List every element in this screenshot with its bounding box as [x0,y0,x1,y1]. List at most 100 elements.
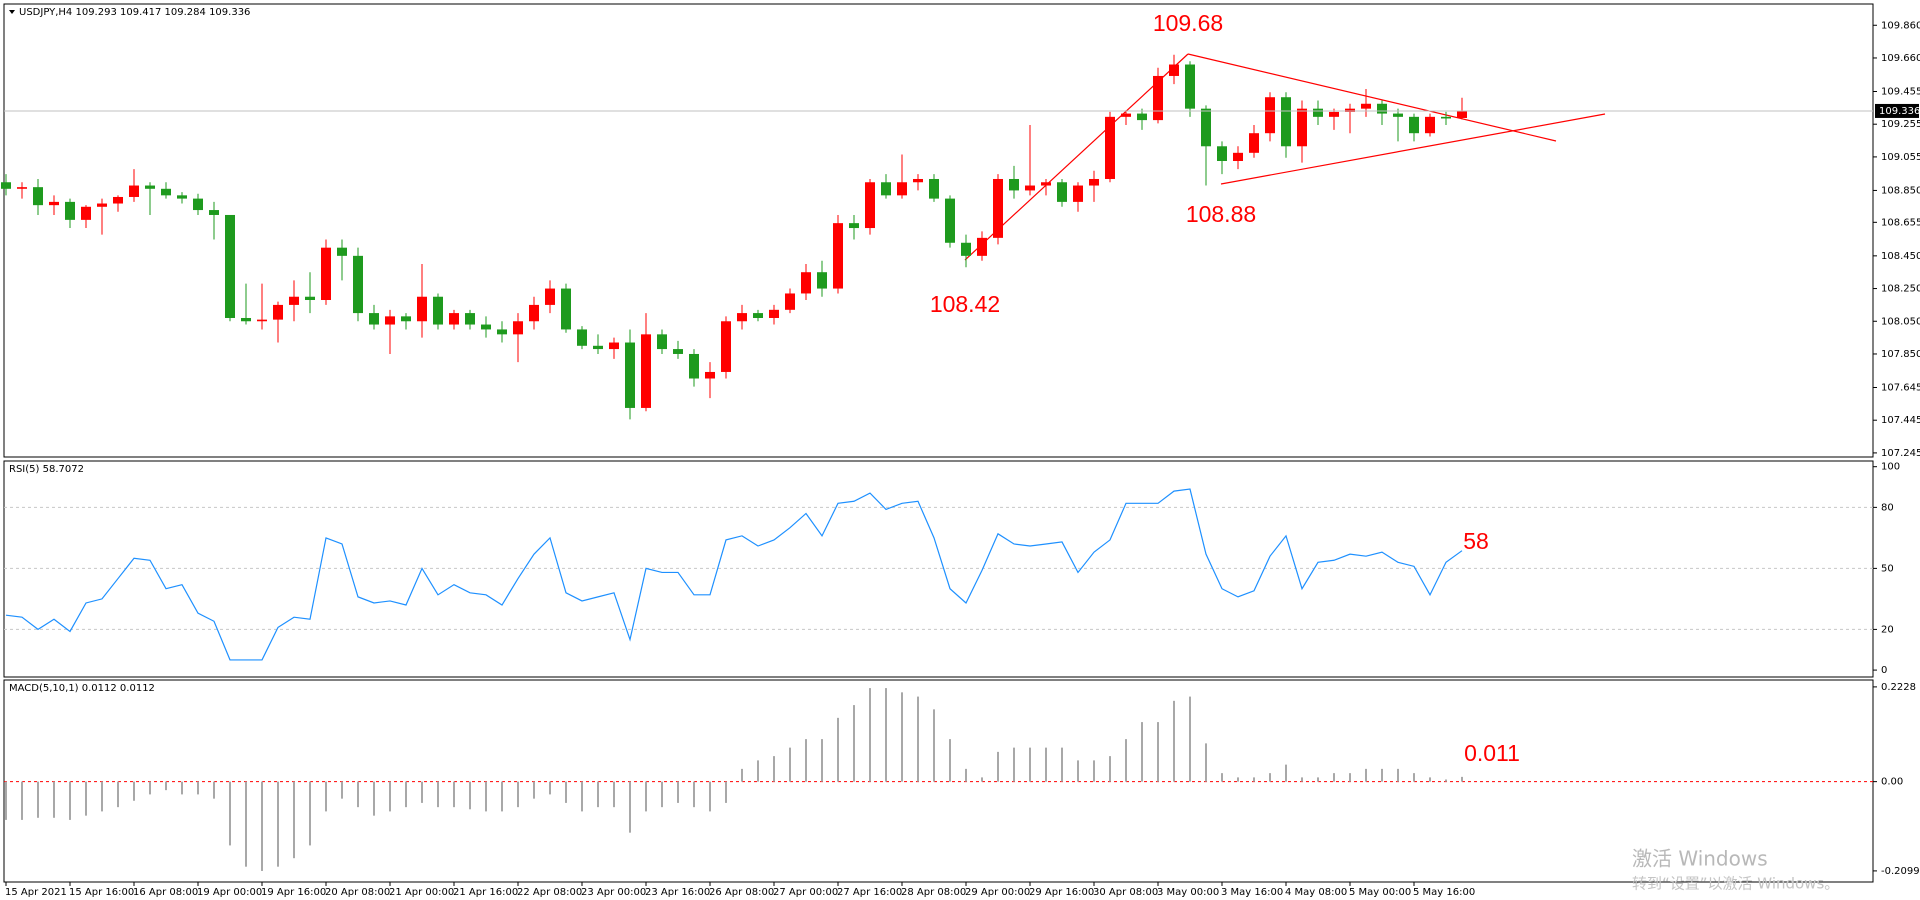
candle-body [49,201,59,206]
candle-body [305,296,315,301]
candle-body [769,309,779,318]
candle-body [1089,178,1099,186]
candle-body [1345,108,1355,112]
candle-body [1217,146,1227,161]
y-tick-label: 108.050 [1881,316,1920,327]
x-tick-label: 15 Apr 16:00 [69,887,134,898]
x-tick-label: 29 Apr 00:00 [965,887,1030,898]
x-tick-label: 5 May 00:00 [1349,887,1411,898]
candle-body [1377,103,1387,114]
candle-body [241,317,251,322]
y-tick-label: 100 [1881,462,1900,473]
candle-body [273,304,283,320]
candle-body [1361,103,1371,109]
y-tick-label: 109.455 [1881,86,1920,97]
menu-triangle[interactable] [9,10,15,14]
candle-body [289,296,299,305]
annotation: 58 [1463,528,1489,554]
candle-body [673,349,683,354]
y-tick-label: 109.660 [1881,53,1920,64]
annotation: 109.68 [1153,10,1223,36]
x-tick-label: 26 Apr 08:00 [709,887,774,898]
candle-body [1,182,11,189]
candle-body [369,313,379,325]
watermark: 转到“设置”以激活 Windows。 [1632,875,1839,893]
y-tick-label: -0.2099 [1881,866,1920,877]
candle-body [17,187,27,189]
candle-body [689,353,699,379]
x-tick-label: 15 Apr 2021 [5,887,67,898]
candle-body [977,237,987,256]
watermark: 激活 Windows [1632,847,1768,871]
candle-body [529,304,539,322]
candle-body [1057,182,1067,202]
candle-body [881,182,891,196]
candle-body [193,198,203,211]
x-tick-label: 22 Apr 08:00 [517,887,582,898]
trendline [1220,113,1606,185]
candle-body [993,178,1003,238]
candle-body [1393,113,1403,117]
candle-body [1153,75,1163,121]
x-tick-label: 21 Apr 16:00 [453,887,518,898]
x-tick-label: 3 May 00:00 [1157,887,1219,898]
y-tick-label: 107.850 [1881,349,1920,360]
y-tick-label: 0.00 [1881,777,1903,788]
x-tick-label: 28 Apr 08:00 [901,887,966,898]
x-tick-label: 23 Apr 00:00 [581,887,646,898]
y-tick-label: 0 [1881,665,1887,676]
x-tick-label: 5 May 16:00 [1413,887,1475,898]
x-tick-label: 30 Apr 08:00 [1093,887,1158,898]
candle-body [1041,182,1051,186]
candle-body [497,329,507,335]
candle-body [913,178,923,183]
candle-body [417,296,427,322]
x-tick-label: 3 May 16:00 [1221,887,1283,898]
candle-body [1409,116,1419,134]
x-tick-label: 27 Apr 16:00 [837,887,902,898]
rsi-line [5,488,1463,661]
candle-body [1137,113,1147,121]
y-tick-label: 109.255 [1881,119,1920,130]
candle-body [1121,113,1131,117]
candle-body [449,313,459,325]
candle-body [177,195,187,199]
y-tick-label: 80 [1881,502,1894,513]
candle-body [545,288,555,305]
candle-body [161,188,171,196]
candle-body [721,321,731,372]
candle-body [785,293,795,310]
main-pane [3,3,1874,458]
x-tick-label: 20 Apr 08:00 [325,887,390,898]
candle-body [1313,108,1323,117]
rsi-pane [3,460,1874,678]
candle-body [513,321,523,335]
y-tick-label: 107.645 [1881,382,1920,393]
candle-body [961,242,971,256]
x-tick-label: 19 Apr 00:00 [197,887,262,898]
x-tick-label: 29 Apr 16:00 [1029,887,1094,898]
candle-body [1233,152,1243,161]
candle-body [609,342,619,350]
candle-body [1185,64,1195,109]
candle-body [129,185,139,197]
x-tick-label: 27 Apr 00:00 [773,887,838,898]
candle-body [65,201,75,220]
y-tick-label: 20 [1881,624,1894,635]
candle-body [337,247,347,256]
annotation: 108.42 [930,291,1000,317]
rsi-header: RSI(5) 58.7072 [9,464,84,475]
x-tick-label: 19 Apr 16:00 [261,887,326,898]
candle-body [433,296,443,325]
y-tick-label: 109.055 [1881,152,1920,163]
candle-body [1281,97,1291,147]
candle-body [1457,110,1467,118]
candle-body [1425,116,1435,134]
candle-body [1105,116,1115,179]
candle-body [737,313,747,322]
candles [1,54,1467,420]
y-tick-label: 107.245 [1881,448,1920,459]
candle-body [97,203,107,207]
